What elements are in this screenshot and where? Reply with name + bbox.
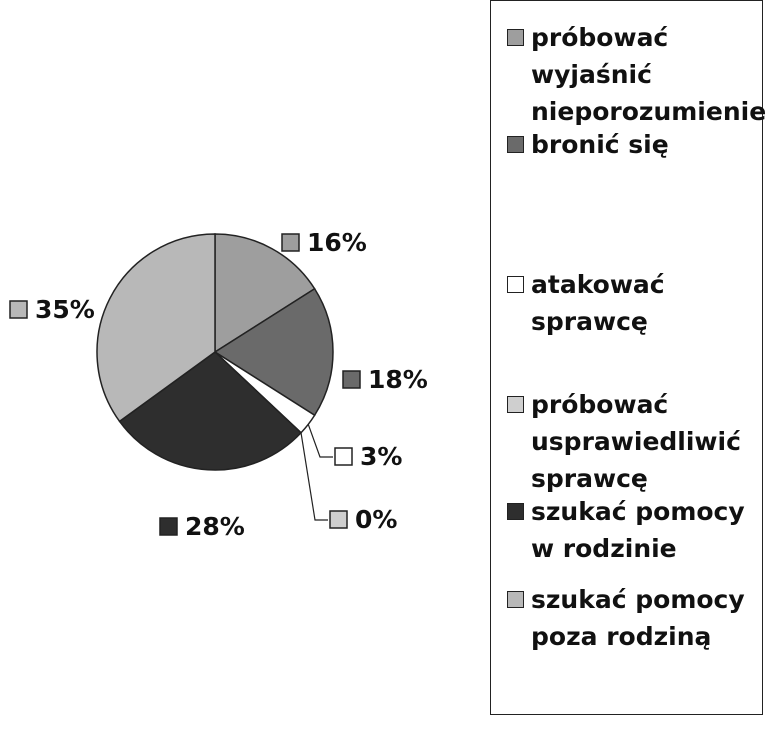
data-label: 28% xyxy=(185,512,245,541)
legend: próbować wyjaśnić nieporozumienie bronić … xyxy=(490,0,766,715)
legend-swatch xyxy=(507,29,524,46)
legend-label: próbować usprawiedliwić sprawcę xyxy=(531,390,741,493)
pie-slice xyxy=(118,351,303,471)
leader-line xyxy=(300,432,328,521)
legend-swatch xyxy=(507,591,524,608)
label-swatch xyxy=(334,447,353,466)
legend-item: szukać pomocy w rodzinie xyxy=(499,493,761,567)
label-swatch xyxy=(281,233,300,252)
legend-item: próbować wyjaśnić nieporozumienie xyxy=(499,19,766,130)
pie-slice xyxy=(96,233,216,423)
label-swatch xyxy=(342,370,361,389)
legend-item: bronić się xyxy=(499,126,761,163)
legend-swatch xyxy=(507,396,524,413)
data-label: 18% xyxy=(368,365,428,394)
legend-label: atakować sprawcę xyxy=(531,270,665,336)
legend-label: szukać pomocy poza rodziną xyxy=(531,585,745,651)
legend-item: szukać pomocy poza rodziną xyxy=(499,581,761,655)
data-label: 35% xyxy=(35,295,95,324)
legend-label: szukać pomocy w rodzinie xyxy=(531,497,745,563)
pie-area: 16% 18% 3% 0% 28% 35% xyxy=(9,228,428,541)
label-swatch xyxy=(9,300,28,319)
label-swatch xyxy=(159,517,178,536)
legend-swatch xyxy=(507,136,524,153)
data-label: 3% xyxy=(360,442,402,471)
pie-slice xyxy=(214,233,316,354)
legend-swatch xyxy=(507,503,524,520)
legend-label: próbować wyjaśnić nieporozumienie xyxy=(531,23,767,126)
data-label: 0% xyxy=(355,505,397,534)
label-swatch xyxy=(329,510,348,529)
leader-line xyxy=(307,424,333,458)
pie-slice xyxy=(213,287,334,417)
data-label: 16% xyxy=(307,228,367,257)
legend-swatch xyxy=(507,276,524,293)
legend-label: bronić się xyxy=(531,130,669,159)
legend-item: próbować usprawiedliwić sprawcę xyxy=(499,386,761,497)
legend-item: atakować sprawcę xyxy=(499,266,761,340)
